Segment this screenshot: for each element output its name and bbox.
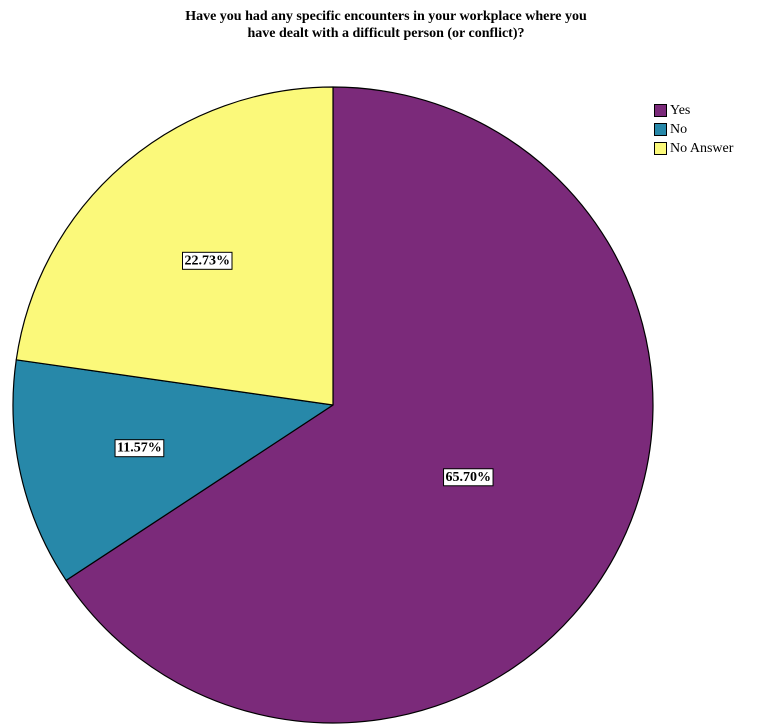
legend: Yes No No Answer <box>654 101 733 158</box>
legend-label-no: No <box>670 121 688 137</box>
legend-label-no-answer: No Answer <box>670 140 734 156</box>
legend-swatch-no <box>654 123 667 136</box>
pie-slice-no <box>12 359 334 582</box>
data-label-no-text: 11.57% <box>117 441 162 456</box>
legend-item-no-answer: No Answer <box>654 139 733 158</box>
legend-item-no: No <box>654 120 733 139</box>
chart-title-line-1: Have you had any specific encounters in … <box>185 9 587 24</box>
legend-label-yes: Yes <box>670 102 691 118</box>
data-label-no-answer-text: 22.73% <box>185 253 231 268</box>
data-label-no-answer: 22.73% <box>182 251 233 270</box>
pie-slice-no-answer <box>15 86 334 406</box>
pie-slice-yes <box>65 86 654 724</box>
data-label-yes-text: 65.70% <box>446 470 492 485</box>
data-label-yes: 65.70% <box>443 468 494 487</box>
legend-swatch-no-answer <box>654 142 667 155</box>
data-label-no: 11.57% <box>114 439 165 458</box>
data-label-yes-box <box>443 468 494 487</box>
legend-swatch-yes <box>654 104 667 117</box>
pie-data-labels: 65.70% 11.57% 22.73% <box>114 251 494 487</box>
data-label-no-answer-box <box>182 251 233 270</box>
chart-title-line-2: have dealt with a difficult person (or c… <box>247 26 525 41</box>
data-label-no-box <box>114 439 165 458</box>
chart-title: Have you had any specific encounters in … <box>0 8 772 42</box>
pie-slices <box>12 86 654 724</box>
legend-item-yes: Yes <box>654 101 733 120</box>
